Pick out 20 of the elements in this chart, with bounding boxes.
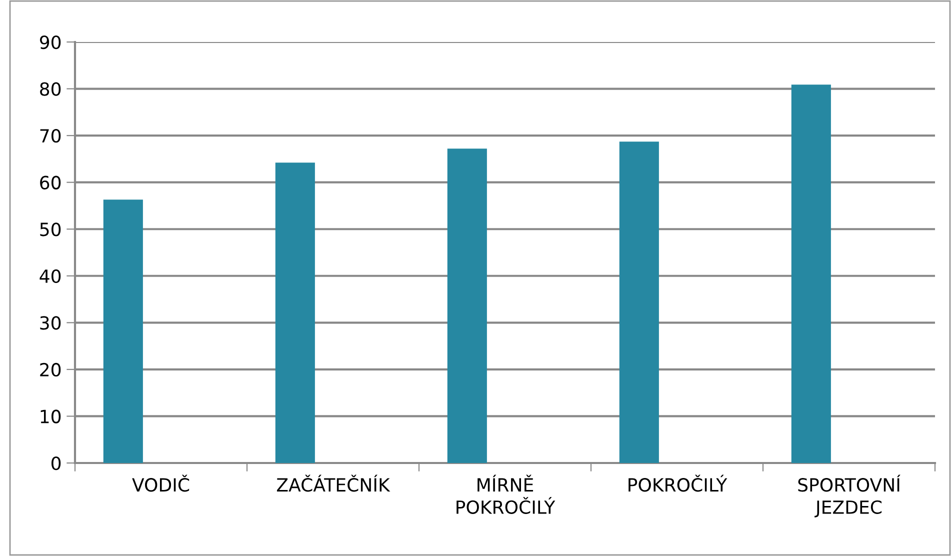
y-tick-label: 30 bbox=[40, 316, 61, 330]
x-tick-label: ZAČÁTEČNÍK bbox=[276, 474, 390, 492]
bar bbox=[791, 84, 831, 463]
x-tick-label: SPORTOVNÍ JEZDEC bbox=[798, 474, 900, 518]
y-tick-label: 90 bbox=[40, 35, 61, 50]
bar bbox=[619, 142, 659, 463]
y-tick-label: 70 bbox=[40, 129, 61, 143]
bar bbox=[275, 162, 315, 463]
y-tick-label: 80 bbox=[40, 82, 61, 96]
x-tick-label: VODIČ bbox=[132, 474, 190, 492]
y-tick-label: 40 bbox=[40, 269, 61, 284]
y-tick-label: 20 bbox=[40, 362, 61, 377]
x-tick-label: POKROČILÝ bbox=[628, 474, 728, 492]
bar bbox=[103, 200, 143, 463]
y-tick-label: 10 bbox=[40, 410, 61, 424]
y-tick-label: 50 bbox=[40, 222, 61, 236]
bar bbox=[447, 148, 487, 463]
y-tick-label: 0 bbox=[52, 456, 61, 470]
y-tick-label: 60 bbox=[40, 176, 61, 190]
x-tick-label: MÍRNĚ POKROČILÝ bbox=[456, 474, 556, 514]
